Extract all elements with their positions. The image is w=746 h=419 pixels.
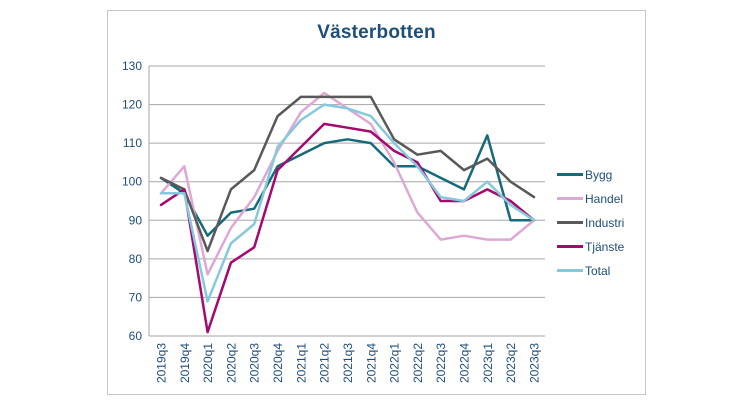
legend-item-tjänste: Tjänste [557,239,624,254]
series-line-tjänste [159,122,536,334]
legend-label-handel: Handel [585,191,624,206]
legend-label-total: Total [585,263,611,278]
y-axis-tick-label: 70 [129,290,143,304]
x-axis-tick-label: 2020q2 [224,343,238,383]
y-axis-tick-label: 130 [122,59,142,73]
chart-frame: Västerbotten 60 70 80 90 100 110 120 130 2019q3 2… [107,10,646,395]
chart-title: Västerbotten [317,22,436,43]
legend-swatch-bygg [557,173,583,176]
legend-item-bygg: Bygg [557,167,624,182]
x-axis-tick-label: 2022q2 [411,343,425,383]
x-axis-tick-label: 2021q2 [318,343,332,383]
x-axis-tick-label: 2023q1 [481,343,495,383]
legend-swatch-industri [557,221,583,224]
series-line-industri [159,95,536,253]
y-axis-tick-label: 90 [129,213,143,227]
y-axis-tick-label: 60 [129,329,143,343]
legend-swatch-handel [557,197,583,200]
series-line-handel [159,91,536,276]
x-axis-tick-label: 2023q3 [527,343,541,383]
y-axis-tick-label: 120 [122,98,142,112]
x-axis-tick-label: 2019q3 [155,343,169,383]
legend-item-industri: Industri [557,215,624,230]
chart-legend: Bygg Handel Industri Tjänste Total [557,167,624,287]
x-axis-tick-label: 2020q4 [271,343,285,383]
legend-swatch-total [557,269,583,272]
legend-swatch-tjänste [557,245,583,248]
x-axis-tick-label: 2020q1 [201,343,215,383]
series-line-bygg [159,134,536,237]
x-axis-tick-label: 2021q4 [364,343,378,383]
x-axis-tick-label: 2021q3 [341,343,355,383]
x-axis-tick-label: 2022q3 [434,343,448,383]
y-axis-tick-label: 100 [122,175,142,189]
line-chart-plot: 60 70 80 90 100 110 120 130 2019q3 2019q4 2020q1 20… [122,59,545,383]
x-axis-tick-label: 2023q2 [504,343,518,383]
series-line-total [159,103,536,303]
x-axis-tick-label: 2022q4 [458,343,472,383]
x-axis-tick-label: 2020q3 [248,343,262,383]
legend-item-handel: Handel [557,191,624,206]
legend-label-bygg: Bygg [585,167,613,182]
legend-label-tjänste: Tjänste [585,239,625,254]
legend-item-total: Total [557,263,624,278]
x-axis-tick-label: 2022q1 [388,343,402,383]
x-axis-tick-label: 2021q1 [294,343,308,383]
y-axis-tick-label: 80 [129,252,143,266]
legend-label-industri: Industri [585,215,625,230]
y-axis-tick-label: 110 [123,136,142,150]
x-axis-tick-label: 2019q4 [178,343,192,383]
